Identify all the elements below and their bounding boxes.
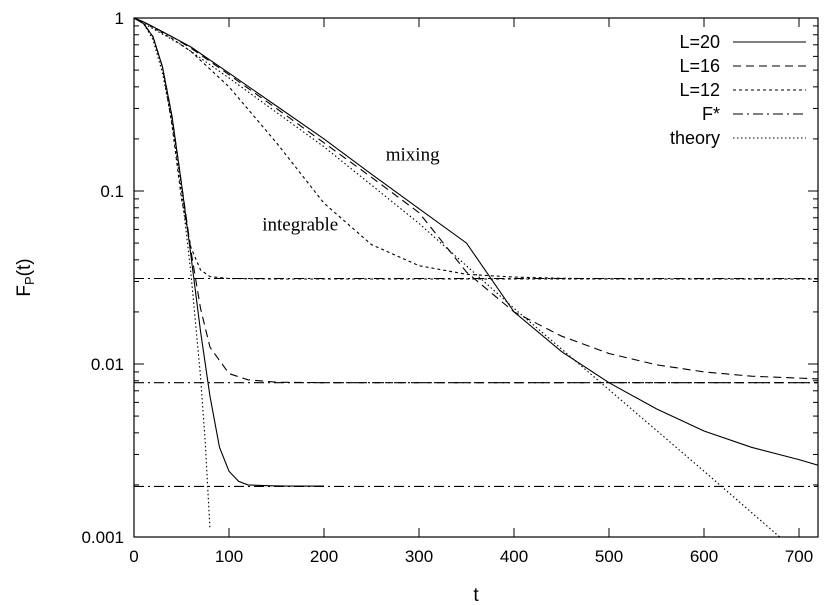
x-tick-label: 400 (500, 547, 528, 566)
y-axis-label-main: F (14, 285, 35, 297)
x-tick-label: 200 (310, 547, 338, 566)
y-axis-label: FP(t) (14, 258, 37, 296)
x-tick-label: 700 (785, 547, 813, 566)
y-axis-label-suffix: (t) (14, 258, 35, 276)
legend-label-2: L=16 (679, 56, 720, 76)
legend: L=20 L=16 L=12 F* theory (670, 32, 806, 148)
y-tick-label: 0.01 (91, 355, 124, 374)
series-5-line-1 (134, 18, 211, 530)
legend-label-4: F* (702, 104, 720, 124)
y-axis-label-sub: P (22, 276, 37, 285)
series-3-line-1 (134, 18, 818, 280)
x-tick-label: 600 (690, 547, 718, 566)
series-4 (134, 277, 818, 487)
series-3 (134, 18, 818, 280)
annotations: mixing integrable (262, 145, 440, 236)
x-tick-label: 500 (595, 547, 623, 566)
x-tick-label: 100 (215, 547, 243, 566)
series-2-line-2 (134, 18, 818, 380)
plot-area: 0 100 200 300 400 500 600 700 1 0.1 0.01 0.001 mixi… (81, 9, 819, 566)
legend-label-1: L=20 (679, 32, 720, 52)
y-tick-label: 0.001 (81, 528, 124, 547)
legend-label-5: theory (670, 128, 720, 148)
series-layer (134, 18, 818, 537)
series-5 (134, 18, 781, 537)
legend-label-3: L=12 (679, 80, 720, 100)
x-tick-label: 0 (129, 547, 138, 566)
x-tick-label: 300 (405, 547, 433, 566)
ticks-layer: 0 100 200 300 400 500 600 700 1 0.1 0.01 0.001 (81, 9, 818, 566)
plot-frame (133, 17, 819, 538)
y-tick-label: 1 (115, 9, 124, 28)
annotation-integrable: integrable (262, 215, 338, 236)
y-tick-label: 0.1 (100, 182, 124, 201)
series-1-line-1 (134, 18, 324, 487)
annotation-mixing: mixing (386, 145, 440, 166)
x-axis-label: t (473, 585, 479, 605)
